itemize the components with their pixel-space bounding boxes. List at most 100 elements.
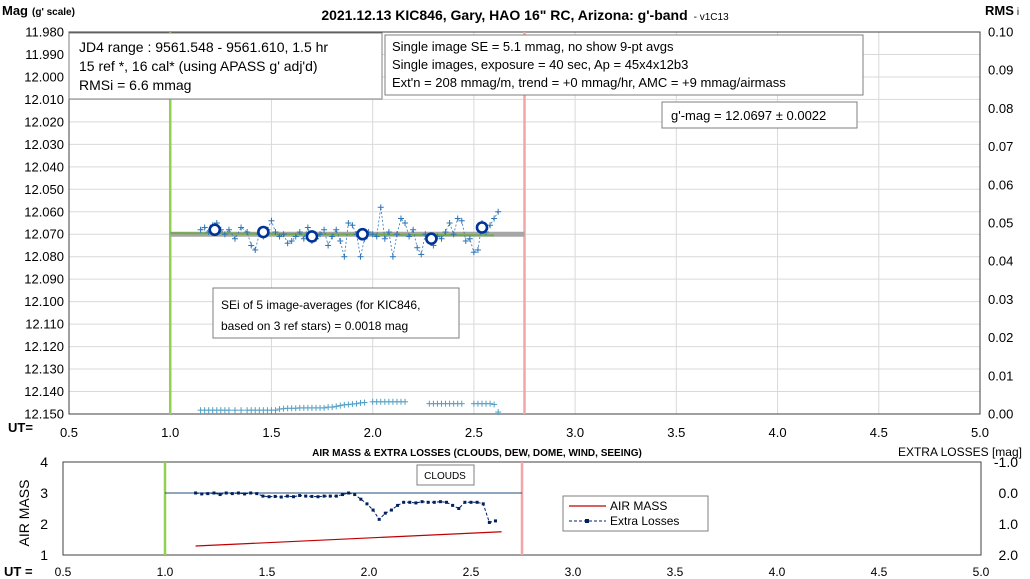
single-image-point [244,228,251,235]
bottom-y-tick-label: 4 [40,454,48,470]
top-y-tick-label: 12.070 [24,227,64,242]
extra-losses-point [218,493,222,497]
rmsi-point [353,400,360,407]
single-image-point [341,253,348,260]
extra-losses-point [255,492,259,496]
top-x-tick-label: 4.5 [870,425,888,440]
rmsi-point [329,404,336,411]
extra-losses-point [451,503,455,507]
single-image-point [389,253,396,260]
single-image-point [381,235,388,242]
single-image-point [296,228,303,235]
top-y2-tick-label: 0.10 [988,25,1013,40]
extra-losses-point [298,493,302,497]
single-image-point [268,217,275,224]
bottom-x-tick-label: 2.5 [463,565,480,579]
single-image-point [345,220,352,226]
top-x-tick-label: 3.5 [667,425,685,440]
image-average-point [305,230,319,243]
rmsi-point [361,399,368,406]
single-image-point [458,217,465,224]
bottom-x-tick-label: 4.0 [769,565,786,579]
top-y2-tick-label: 0.06 [988,177,1013,192]
single-image-point [221,231,228,238]
info-box-settings: Single image SE = 5.1 mmag, no show 9-pt… [384,34,864,96]
extra-losses-point [463,500,467,504]
top-x-tick-label: 4.0 [769,425,787,440]
bottom-series-group [194,491,502,547]
extra-losses-point [414,501,418,505]
single-image-point [406,233,413,240]
bottom-x-axis-label: UT = [4,564,33,579]
single-image-point [317,231,324,238]
bottom-y-tick-label: 2 [40,516,48,532]
extra-losses-point [194,491,198,495]
y-axis-label: Mag (g' scale) [2,3,75,18]
extra-losses-axis-label: EXTRA LOSSES [mag] [898,445,1022,459]
svg-text:g'-mag = 12.0697 ± 0.0022: g'-mag = 12.0697 ± 0.0022 [671,108,826,123]
single-image-point [349,222,356,229]
single-image-point [329,233,336,240]
single-image-point [238,224,245,231]
top-y2-tick-label: 0.01 [988,368,1013,383]
bottom-x-tick-label: 1.5 [259,565,276,579]
extra-losses-point [292,495,296,499]
rmsi-point [232,407,239,414]
top-y-tick-label: 11.990 [25,47,64,62]
single-image-point [491,215,498,222]
single-image-point [474,246,481,253]
top-y-tick-label: 12.090 [24,272,64,287]
single-image-point [304,224,311,231]
bottom-y2-tick-labels: -1.0 0.0 1.0 2.0 [994,454,1018,563]
single-image-point [446,220,453,226]
bottom-x-tick-label: 4.5 [871,565,888,579]
extra-losses-point [328,494,332,498]
top-y-tick-label: 12.130 [24,362,64,377]
bottom-x-tick-label: 1.0 [157,565,174,579]
top-y-tick-label: 11.980 [25,25,64,40]
single-image-point [272,228,279,235]
gmag-box: g'-mag = 12.0697 ± 0.0022 [661,101,858,129]
top-x-tick-label: 1.0 [161,425,179,440]
extra-losses-point [206,492,210,496]
single-image-point [438,235,445,242]
extra-losses-point [200,492,204,496]
image-average-point [208,223,222,237]
top-y2-tick-label: 0.08 [988,101,1013,116]
extra-losses-point [377,517,381,521]
single-image-point [369,231,376,238]
extra-losses-point [267,495,271,499]
image-average-point [425,232,438,246]
legend-airmass-label: AIR MASS [610,499,667,513]
svg-text:SEi of 5 image-averages (for K: SEi of 5 image-averages (for KIC846, [221,298,420,312]
top-y2-tick-label: 0.02 [988,330,1013,345]
rmsi-point [402,398,409,405]
clouds-label-box: CLOUDS [416,464,475,486]
image-average-point [475,221,489,234]
rmsi-point [458,400,465,407]
rmsi-point [225,407,232,414]
extra-losses-point [279,495,283,499]
single-image-point [398,215,405,222]
extra-losses-point [396,503,400,507]
info-box-range: JD4 range : 9561.548 - 9561.610, 1.5 hr … [68,32,383,100]
rmsi-point [272,407,279,414]
single-image-point [410,226,417,233]
single-image-point [325,242,332,249]
single-image-point [300,235,307,242]
svg-text:15 ref *, 16 cal* (using APASS: 15 ref *, 16 cal* (using APASS g' adj'd) [79,58,318,74]
extra-losses-point [469,500,473,504]
airmass-chart-title: AIR MASS & EXTRA LOSSES (CLOUDS, DEW, DO… [312,448,642,459]
single-image-point [337,237,344,244]
extra-losses-point [316,495,320,499]
top-y-tick-label: 12.030 [24,137,64,152]
rmsi-point [487,400,494,407]
extra-losses-point [353,493,357,497]
extra-losses-point [249,491,253,495]
single-image-point [377,204,384,211]
top-x-tick-label: 2.0 [364,425,382,440]
extra-losses-point [475,500,479,504]
svg-text:Single images, exposure = 40 s: Single images, exposure = 40 sec, Ap = 4… [392,57,688,72]
single-image-point [276,233,283,240]
single-image-point [487,222,494,229]
